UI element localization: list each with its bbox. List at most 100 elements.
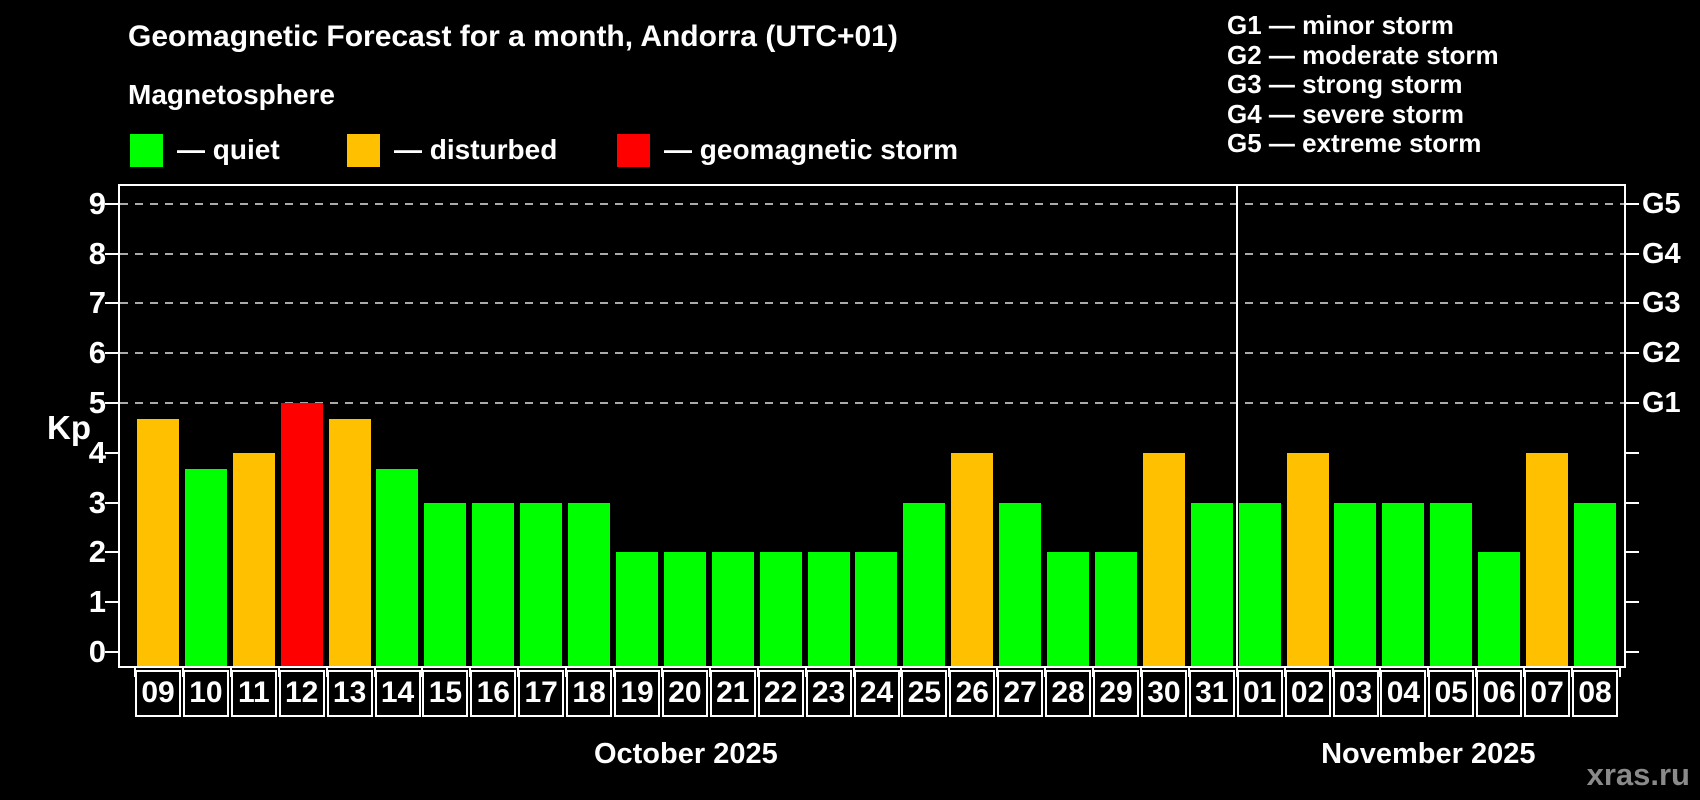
kp-bar-15 [424,502,467,666]
date-label-box: 28 [1045,670,1092,717]
y-axis-tick-label: 5 [88,385,106,420]
g-axis-label-g1: G1 [1642,387,1681,419]
y-axis-tick-right [1626,252,1639,255]
date-label-box: 18 [566,670,613,717]
gridline-kp7 [120,302,1624,305]
kp-bar-07 [1526,452,1569,666]
date-label-box: 05 [1428,670,1475,717]
kp-bar-12 [280,403,323,666]
y-axis-tick-right [1626,451,1639,454]
y-axis-tick-right [1626,551,1639,554]
date-label-box: 22 [757,670,804,717]
kp-bar-13 [328,419,371,666]
date-label-box: 25 [901,670,948,717]
chart-title: Geomagnetic Forecast for a month, Andorr… [128,20,898,53]
kp-bar-20 [663,552,706,666]
gridline-kp6 [120,352,1624,355]
date-label-box: 26 [949,670,996,717]
y-axis-tick-left [105,252,118,255]
x-axis-tick [1618,666,1621,677]
g-axis-label-g3: G3 [1642,287,1681,320]
kp-bar-21 [711,552,754,666]
date-label-box: 15 [422,670,469,717]
date-label-box: 03 [1332,670,1379,717]
y-axis-tick-label: 1 [88,584,106,620]
kp-bar-22 [759,552,802,666]
kp-bar-18 [568,502,611,666]
kp-bar-29 [1094,552,1137,666]
y-axis-tick-label: 8 [88,235,106,271]
y-axis-tick-label: 4 [88,434,106,470]
date-label-box: 09 [135,670,181,717]
y-axis-tick-left [105,202,118,205]
y-axis-tick-label: 7 [88,285,106,321]
y-axis-tick-right [1626,601,1639,604]
date-label-box: 11 [230,670,277,717]
date-label-box: 12 [278,670,325,717]
date-label-box: 07 [1524,670,1571,717]
storm-color-swatch [617,133,650,167]
plot-area [118,184,1626,668]
y-axis-tick-right [1626,402,1639,404]
y-axis-tick-right [1626,202,1639,205]
date-label-box: 04 [1380,670,1427,717]
date-label-box: 31 [1188,670,1235,717]
y-axis-tick-left [105,501,118,504]
kp-bar-16 [472,502,515,666]
legend-label-disturbed: — disturbed [394,134,558,165]
date-label-box: 29 [1093,670,1139,717]
kp-bar-03 [1334,502,1377,666]
quiet-color-swatch [130,133,163,167]
legend-label-quiet: — quiet [177,134,280,165]
y-axis-title: Kp [47,409,91,446]
y-axis-tick-left [105,651,118,653]
date-label-box: 17 [518,670,565,717]
month-label-1: November 2025 [1321,738,1536,770]
watermark: xras.ru [1586,757,1690,792]
kp-bar-19 [615,552,658,666]
disturbed-color-swatch [347,133,380,167]
y-axis-tick-label: 2 [88,534,106,570]
kp-bar-30 [1142,452,1185,666]
y-axis-tick-left [105,451,118,454]
kp-bar-11 [232,452,275,666]
legend-item-storm: — geomagnetic storm [617,133,958,167]
date-label-box: 19 [614,670,660,717]
y-axis-tick-right [1626,501,1639,504]
date-label-box: 06 [1476,670,1523,717]
date-label-box: 01 [1236,670,1283,717]
kp-bar-05 [1430,502,1473,666]
y-axis-tick-label: 3 [88,484,106,520]
kp-bar-31 [1190,502,1233,666]
g-axis-label-g4: G4 [1642,237,1681,270]
date-label-box: 23 [805,670,852,717]
g-scale-item-g4: G4 — severe storm [1227,98,1465,129]
y-axis-tick-right [1626,302,1639,305]
gridline-kp5 [120,402,1624,404]
kp-bar-28 [1047,552,1090,666]
kp-bar-24 [855,552,898,666]
y-axis-tick-right [1626,651,1639,653]
month-label-0: October 2025 [593,738,778,770]
legend-item-disturbed: — disturbed [347,133,557,167]
kp-bar-01 [1238,502,1281,666]
kp-bar-14 [376,469,419,666]
date-label-box: 13 [326,670,373,717]
y-axis-tick-left [105,402,118,404]
month-separator-line [1235,186,1238,666]
kp-bar-25 [903,502,946,666]
kp-bar-10 [184,469,227,666]
gridline-kp9 [120,202,1624,205]
chart-subtitle: Magnetosphere [128,79,335,110]
g-scale-item-g1: G1 — minor storm [1227,10,1454,40]
g-scale-item-g5: G5 — extreme storm [1227,128,1482,158]
y-axis-tick-left [105,302,118,305]
kp-bar-08 [1573,502,1616,666]
date-label-box: 08 [1572,670,1618,717]
g-scale-legend: G1 — minor storm G2 — moderate storm G3 … [1227,10,1499,159]
date-label-box: 30 [1140,670,1187,717]
y-axis-tick-label: 9 [88,185,106,221]
kp-bar-06 [1478,552,1521,666]
legend-label-storm: — geomagnetic storm [664,134,959,165]
